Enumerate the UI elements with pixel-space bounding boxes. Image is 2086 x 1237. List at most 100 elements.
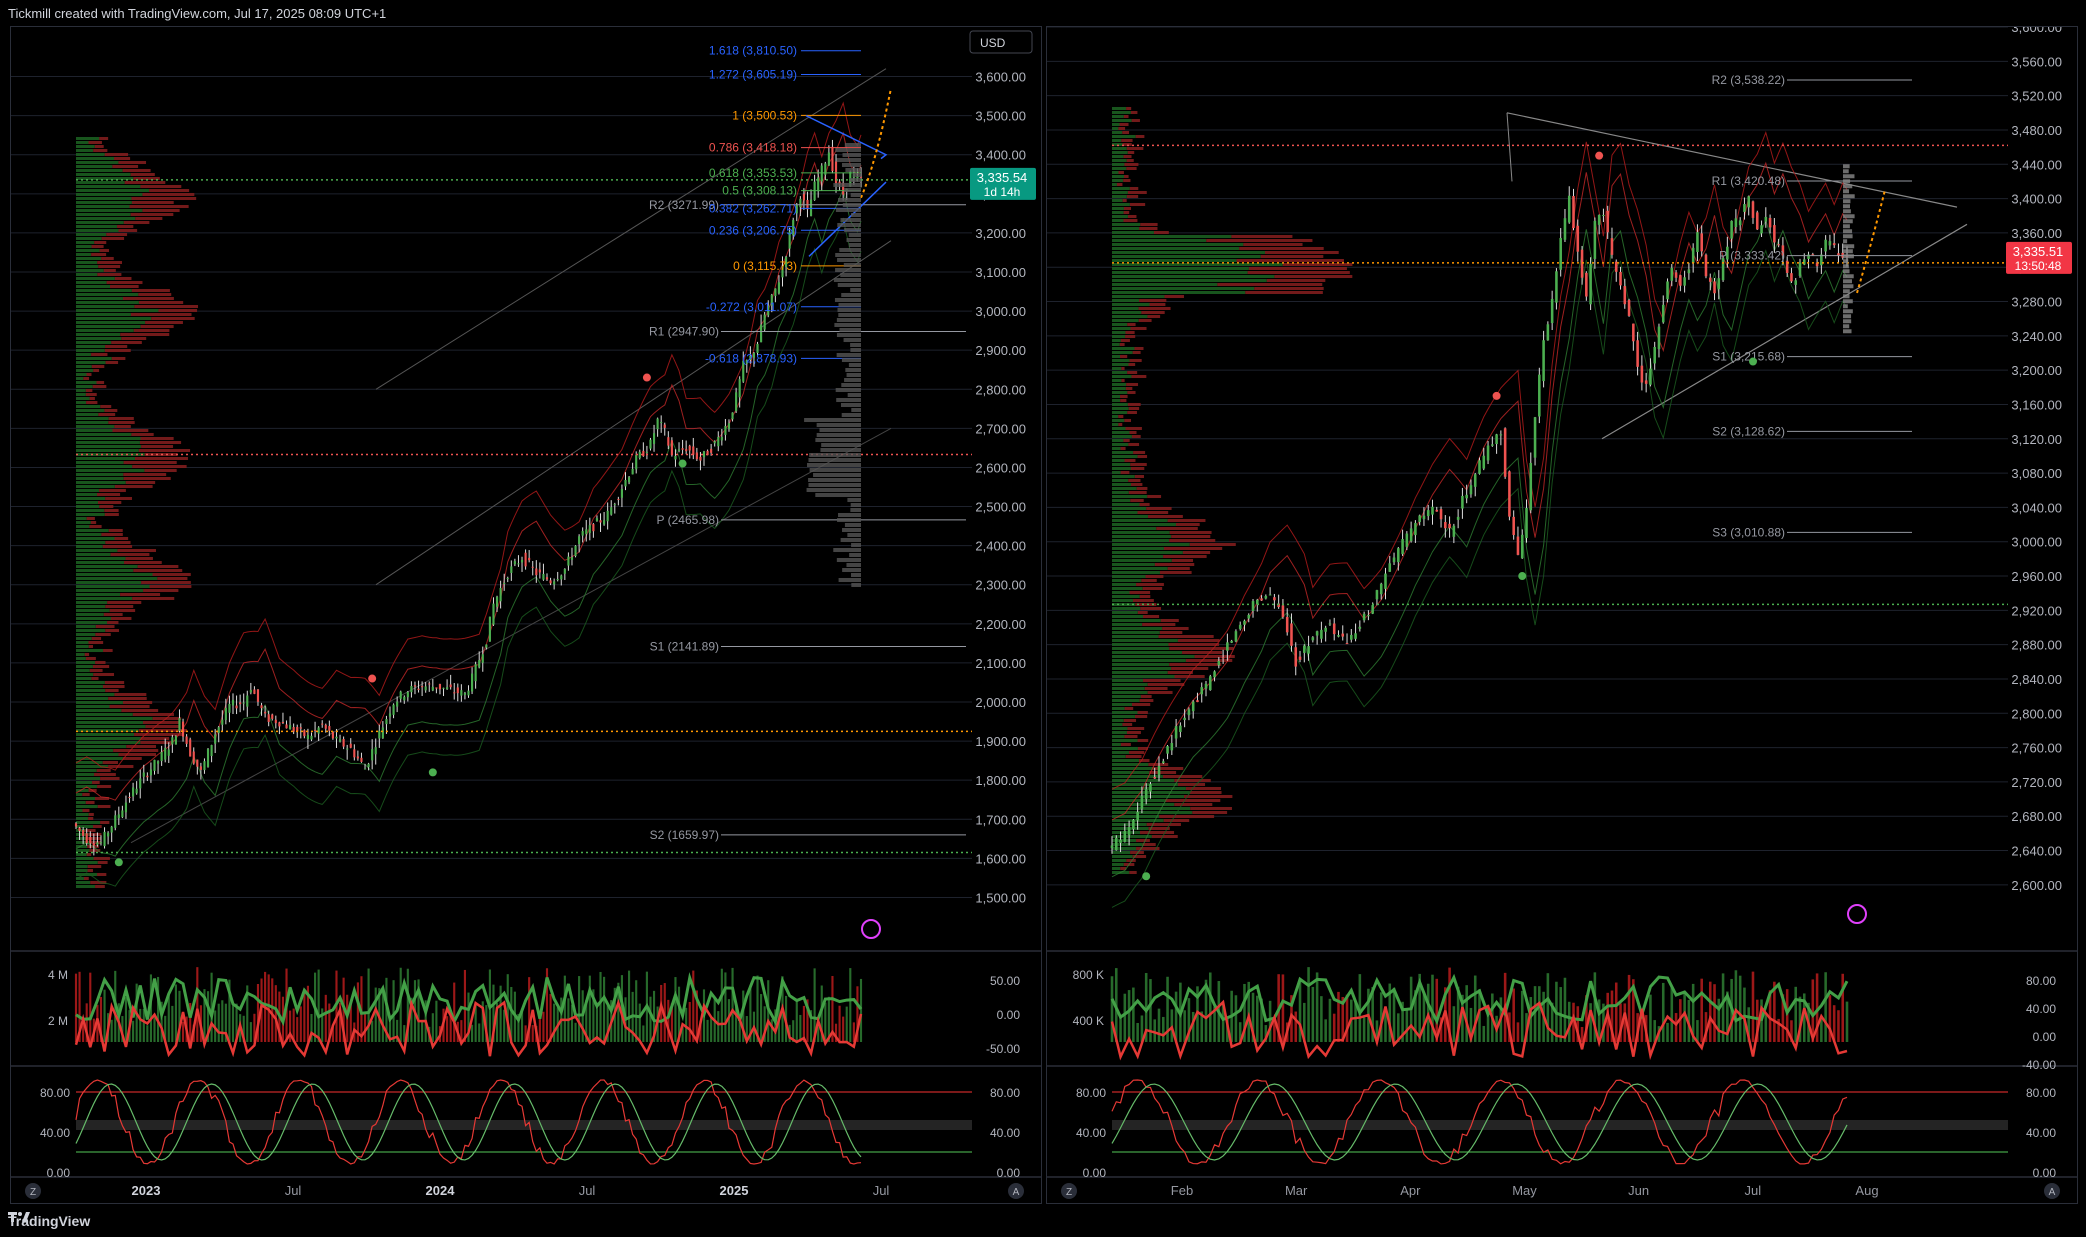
- session-volume-bar: [844, 523, 861, 527]
- alert-flash-icon[interactable]: [1847, 904, 1867, 924]
- candle-body: [1593, 220, 1597, 259]
- fib-label: 1 (3,500.53): [732, 108, 797, 122]
- volume-profile-bar: [1144, 687, 1168, 690]
- volume-profile-bar: [76, 165, 113, 168]
- volume-profile-bar: [76, 357, 112, 360]
- volume-profile-bar: [101, 237, 125, 240]
- volume-bar: [1768, 990, 1772, 1042]
- volume-profile-bar: [76, 749, 114, 752]
- volume-bar: [156, 976, 160, 1042]
- auto-scale-button[interactable]: [1008, 1183, 1024, 1199]
- volume-profile-bar: [125, 481, 156, 484]
- volume-profile-bar: [138, 729, 187, 732]
- volume-bar: [274, 985, 277, 1042]
- corner-button-label: A: [2049, 1187, 2056, 1198]
- weekly-chart-svg[interactable]: R2 (3271.99)R1 (2947.90)P (2465.98)S1 (2…: [11, 27, 1041, 1203]
- candle-body: [688, 445, 691, 451]
- candle-body: [424, 686, 427, 691]
- last-price-tag: [970, 167, 1036, 200]
- volume-profile-bar: [95, 633, 111, 636]
- volume-profile-bar: [1112, 199, 1123, 202]
- zoom-button[interactable]: [25, 1183, 41, 1199]
- volume-bar: [599, 971, 602, 1042]
- channel-line: [375, 240, 892, 586]
- volume-profile-bar: [76, 209, 143, 212]
- candle-body: [181, 721, 185, 737]
- volume-bar: [1110, 976, 1114, 1042]
- session-volume-bar: [1843, 234, 1853, 239]
- volume-bar: [371, 1020, 374, 1042]
- price-axis-label: 3,240.00: [2011, 329, 2062, 344]
- volume-profile-bar: [89, 525, 102, 528]
- candle-body: [570, 557, 574, 560]
- alert-flash-icon[interactable]: [861, 919, 881, 939]
- volume-profile-bar: [1119, 343, 1125, 346]
- zoom-button[interactable]: [1061, 1183, 1077, 1199]
- volume-profile-bar: [1112, 411, 1128, 414]
- volume-bar: [692, 970, 695, 1042]
- candle-body: [1332, 623, 1336, 635]
- volume-profile-bar: [1136, 487, 1148, 490]
- volume-profile-bar: [76, 809, 83, 812]
- candle-body: [1503, 428, 1507, 477]
- volume-profile-bar: [141, 445, 174, 448]
- auto-scale-button[interactable]: [2044, 1183, 2060, 1199]
- volume-profile-bar: [105, 629, 119, 632]
- oscillator-axis-label: -50.00: [986, 1042, 1020, 1056]
- session-volume-bar: [850, 503, 861, 507]
- daily-chart-svg[interactable]: R2 (3,538.22)R1 (3,420.48)P (3,333.42)S1…: [1047, 27, 2077, 1203]
- volume-bar: [253, 1013, 256, 1042]
- volume-profile-bar: [1122, 723, 1133, 726]
- volume-profile-bar: [76, 393, 86, 396]
- session-volume-bar: [816, 433, 861, 437]
- bar-countdown: 13:50:48: [2015, 259, 2062, 273]
- session-volume-bar: [844, 188, 861, 192]
- candle-body: [356, 756, 359, 759]
- candle-body: [331, 732, 334, 739]
- volume-profile-bar: [1123, 207, 1132, 210]
- volume-profile-bar: [1153, 767, 1184, 770]
- volume-bar: [1209, 972, 1212, 1042]
- volume-profile-bar: [91, 365, 105, 368]
- candle-body: [167, 749, 170, 756]
- pivot-label: R1 (3,420.48): [1712, 174, 1785, 188]
- price-axis-label: 2,000.00: [975, 695, 1026, 710]
- candle-body: [524, 552, 527, 567]
- session-volume-bar: [809, 453, 861, 457]
- volume-bar: [153, 1015, 156, 1042]
- tradingview-logo-icon[interactable]: [8, 1210, 30, 1224]
- volume-profile-bar: [110, 553, 150, 556]
- volume-profile-bar: [76, 805, 98, 808]
- volume-profile-bar: [76, 193, 143, 196]
- volume-bar: [856, 986, 859, 1042]
- volume-profile-bar: [76, 761, 103, 764]
- candle-body: [513, 561, 516, 565]
- volume-profile-bar: [1129, 359, 1142, 362]
- volume-bar: [1649, 994, 1652, 1042]
- session-volume-bar: [837, 283, 861, 287]
- volume-profile-bar: [76, 757, 123, 760]
- right-chart-panel[interactable]: R2 (3,538.22) R1 (3,420.48) P (3,333.42) S1…: [1046, 26, 2078, 1204]
- volume-profile-bar: [76, 217, 136, 220]
- volume-bar: [1452, 1006, 1456, 1042]
- session-volume-bar: [808, 478, 861, 482]
- left-chart-panel[interactable]: R2 (3271.99) R1 (2947.90) P (2465.98) S1 (2…: [10, 26, 1042, 1204]
- volume-profile-bar: [1120, 447, 1126, 450]
- oscillator-axis-label: 0.00: [2033, 1030, 2057, 1044]
- candle-body: [1409, 528, 1413, 542]
- price-axis-label: 3,160.00: [2011, 397, 2062, 412]
- session-volume-bar: [1843, 194, 1855, 199]
- volume-profile-bar: [76, 509, 105, 512]
- volume-bar: [1234, 995, 1238, 1042]
- volume-profile-bar: [76, 313, 131, 316]
- candle-body: [620, 488, 624, 498]
- volume-profile-bar: [1169, 531, 1212, 534]
- volume-profile-bar: [134, 457, 189, 460]
- price-axis-label: 3,360.00: [2011, 226, 2062, 241]
- candle-body: [385, 718, 388, 725]
- volume-profile-bar: [86, 373, 92, 376]
- volume-profile-bar: [1112, 439, 1124, 442]
- candle-body: [677, 449, 681, 451]
- volume-bar: [1482, 1025, 1486, 1042]
- currency-button[interactable]: [969, 30, 1033, 54]
